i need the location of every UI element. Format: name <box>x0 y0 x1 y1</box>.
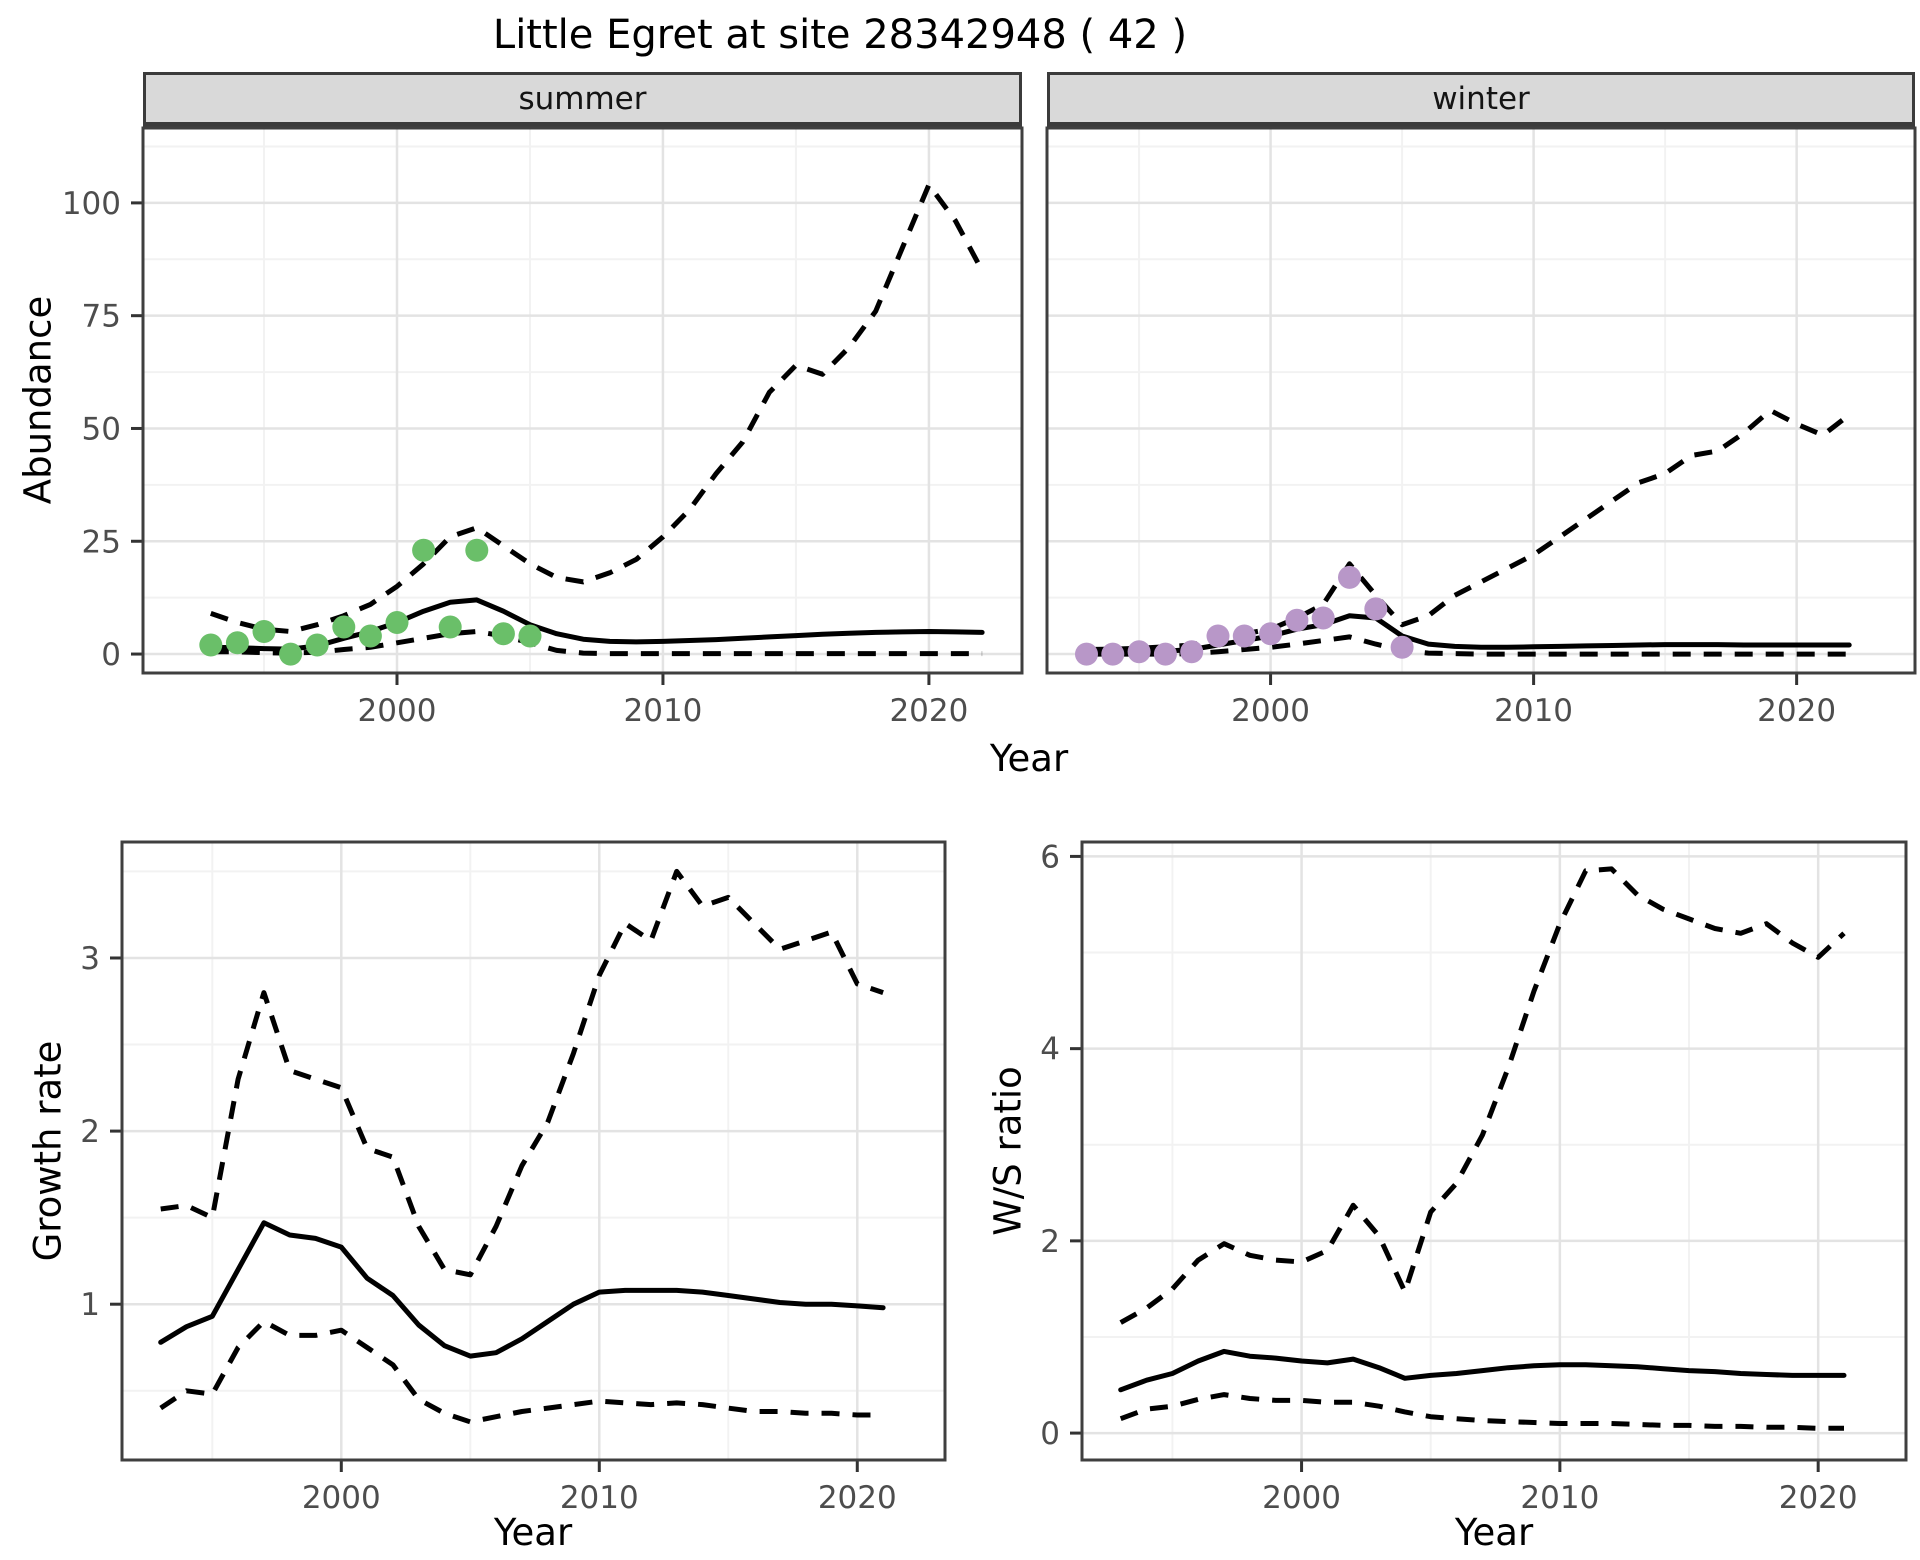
growth-year-axis-title: Year <box>493 1511 573 1554</box>
svg-text:2000: 2000 <box>358 693 437 729</box>
ws-ratio-axis-title: W/S ratio <box>986 1066 1030 1236</box>
svg-text:4: 4 <box>1040 1032 1060 1068</box>
top-year-axis-title: Year <box>989 737 1069 780</box>
svg-text:6: 6 <box>1040 839 1060 875</box>
plot-panel-abundance-winter: 2000 2010 2020 <box>1045 126 1917 729</box>
svg-text:0: 0 <box>1040 1416 1060 1452</box>
svg-text:1: 1 <box>80 1287 100 1323</box>
svg-text:2010: 2010 <box>624 693 703 729</box>
svg-text:2020: 2020 <box>1779 1480 1858 1516</box>
chart-title: Little Egret at site 28342948 ( 42 ) <box>492 12 1188 58</box>
svg-text:2: 2 <box>80 1114 100 1150</box>
svg-text:3: 3 <box>80 941 100 977</box>
ws-year-axis-title: Year <box>1454 1511 1534 1554</box>
facet-strip-winter-label: winter <box>1432 80 1530 117</box>
svg-text:50: 50 <box>82 411 121 447</box>
svg-text:2020: 2020 <box>818 1480 897 1516</box>
facet-strip-winter: winter <box>1047 72 1915 128</box>
svg-text:2: 2 <box>1040 1224 1060 1260</box>
svg-text:2010: 2010 <box>1494 693 1573 729</box>
svg-text:2000: 2000 <box>1231 693 1310 729</box>
svg-text:2020: 2020 <box>1757 693 1836 729</box>
plot-panel-abundance-summer: 2000 2010 2020 0 25 50 75 100 <box>62 126 1024 729</box>
svg-text:2000: 2000 <box>302 1480 381 1516</box>
svg-text:2010: 2010 <box>1520 1480 1599 1516</box>
svg-text:2010: 2010 <box>560 1480 639 1516</box>
svg-text:2000: 2000 <box>1262 1480 1341 1516</box>
svg-text:0: 0 <box>101 637 121 673</box>
facet-strip-summer-label: summer <box>518 80 647 117</box>
plot-panel-growth-rate: 2000 2010 2020 1 2 3 <box>80 840 947 1516</box>
facet-strip-summer: summer <box>143 72 1022 128</box>
growth-rate-axis-title: Growth rate <box>26 1040 70 1262</box>
abundance-axis-title: Abundance <box>16 295 60 505</box>
svg-text:75: 75 <box>82 299 121 335</box>
svg-text:25: 25 <box>82 524 121 560</box>
plot-panel-ws-ratio: 2000 2010 2020 0 2 4 6 <box>1040 839 1908 1516</box>
svg-text:100: 100 <box>62 186 121 222</box>
svg-text:2020: 2020 <box>889 693 968 729</box>
